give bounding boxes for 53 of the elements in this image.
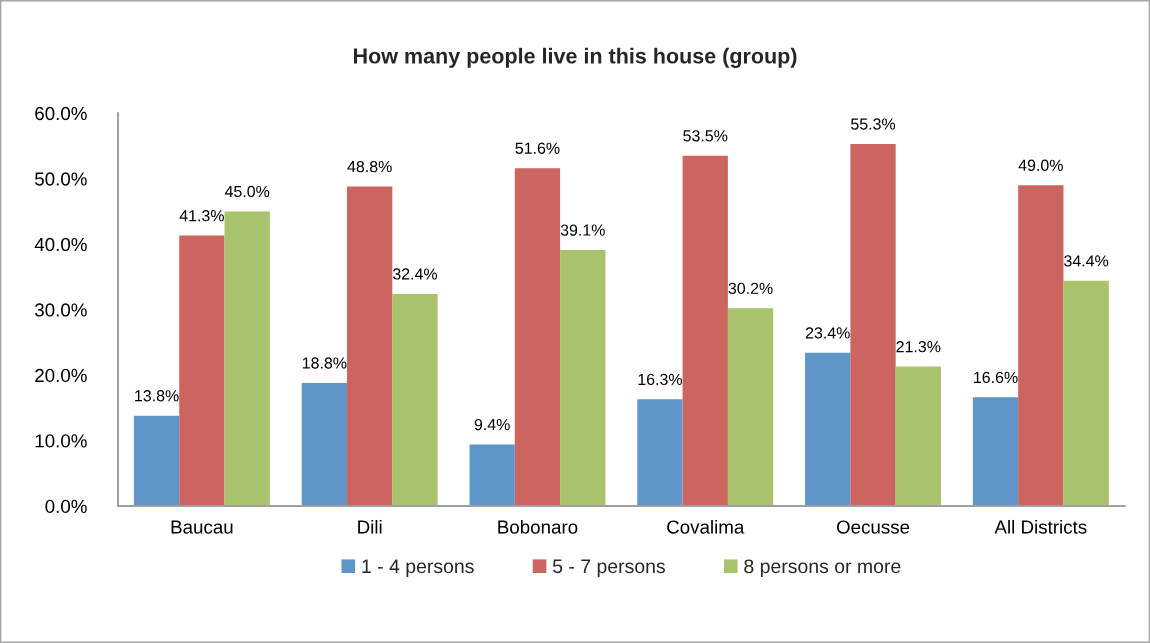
data-label: 16.3% [638, 373, 683, 386]
data-label: 30.2% [728, 282, 773, 295]
data-label: 49.0% [1018, 159, 1063, 171]
bar [805, 352, 851, 507]
data-label: 23.4% [805, 327, 850, 339]
y-tick-label: 40.0% [34, 237, 87, 252]
legend-label: 8 persons or more [744, 559, 901, 578]
y-tick-label: 20.0% [35, 368, 87, 383]
bar [727, 308, 774, 507]
data-label: 55.3% [851, 118, 896, 130]
legend-label: 5 - 7 persons [552, 559, 665, 578]
legend-label: 1 - 4 persons [362, 559, 474, 578]
bar [682, 155, 728, 507]
x-tick-label: All Districts [994, 519, 1087, 534]
data-label: 34.4% [1064, 255, 1109, 267]
y-tick-label: 50.0% [35, 172, 87, 186]
data-label: 16.6% [974, 371, 1018, 384]
bar [1018, 185, 1064, 507]
bar [514, 168, 561, 507]
bar [560, 250, 606, 507]
data-label: 18.8% [302, 357, 347, 369]
data-label: 9.4% [474, 418, 510, 431]
y-tick-label: 30.0% [34, 303, 87, 317]
x-tick-label: Oecusse [836, 520, 910, 534]
x-tick-label: Bobonaro [498, 519, 578, 534]
data-label: 21.3% [896, 340, 941, 353]
bar [179, 235, 225, 507]
data-label: 45.0% [224, 185, 270, 198]
data-label: 41.3% [179, 210, 224, 222]
chart-title: How many people live in this house (group) [353, 47, 797, 68]
bar [224, 211, 270, 507]
y-tick-label: 60.0% [35, 106, 87, 121]
data-label: 32.4% [392, 268, 438, 280]
bar [347, 186, 393, 507]
data-label: 13.8% [135, 390, 179, 402]
data-label: 48.8% [347, 160, 392, 173]
y-tick-label: 0.0% [45, 499, 87, 514]
bar [392, 293, 438, 507]
bar [1063, 280, 1109, 507]
x-tick-label: Covalima [667, 519, 745, 534]
bar [469, 444, 515, 507]
x-tick-label: Baucau [171, 520, 233, 534]
bar [850, 143, 896, 507]
bar [133, 415, 180, 507]
x-tick-label: Dili [358, 519, 382, 534]
y-tick-label: 10.0% [35, 434, 87, 448]
bar [637, 399, 683, 507]
data-label: 51.6% [515, 142, 560, 154]
data-label: 53.5% [683, 130, 728, 142]
bar [301, 382, 348, 507]
data-label: 39.1% [560, 224, 605, 236]
bar [895, 366, 941, 507]
bar [972, 397, 1019, 507]
